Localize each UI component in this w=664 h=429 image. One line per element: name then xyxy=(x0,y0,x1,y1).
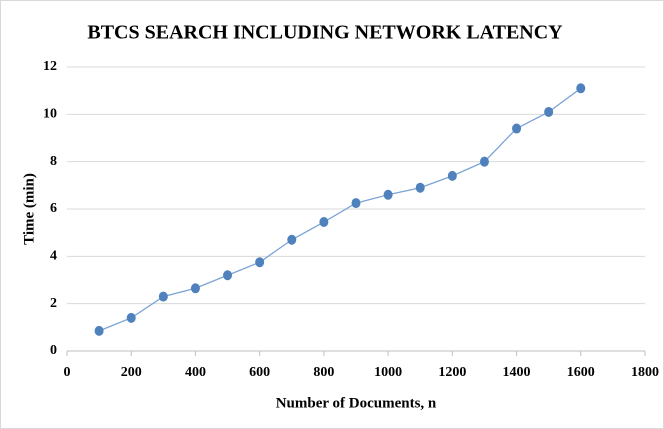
y-tick-label: 0 xyxy=(50,343,57,358)
y-tick-label: 6 xyxy=(50,201,57,216)
data-point xyxy=(223,270,233,281)
data-point xyxy=(544,106,554,117)
data-point xyxy=(383,189,393,200)
data-point xyxy=(576,83,586,94)
data-point xyxy=(94,325,104,336)
y-tick-label: 2 xyxy=(50,296,57,311)
y-tick-label: 12 xyxy=(43,59,57,74)
data-point xyxy=(479,156,489,167)
x-tick-label: 0 xyxy=(64,365,71,380)
y-axis-label: Time (min) xyxy=(21,173,37,245)
data-point xyxy=(319,217,329,228)
y-tick-label: 10 xyxy=(43,107,57,122)
x-tick-label: 1800 xyxy=(631,365,659,380)
x-tick-label: 1600 xyxy=(567,365,595,380)
data-point xyxy=(158,291,168,302)
x-tick-label: 1200 xyxy=(438,365,466,380)
x-tick-label: 200 xyxy=(121,365,142,380)
x-axis-label: Number of Documents, n xyxy=(276,395,437,411)
x-tick-label: 400 xyxy=(185,365,206,380)
data-point xyxy=(512,123,522,134)
y-tick-label: 4 xyxy=(50,249,57,264)
chart-title: BTCS SEARCH INCLUDING NETWORK LATENCY xyxy=(87,22,563,44)
x-tick-label: 600 xyxy=(249,365,270,380)
series-line xyxy=(98,87,582,332)
x-tick-label: 1000 xyxy=(374,365,402,380)
data-point xyxy=(126,312,136,323)
data-point xyxy=(287,234,297,245)
data-point xyxy=(190,283,200,294)
data-point xyxy=(415,182,425,193)
y-tick-label: 8 xyxy=(50,154,57,169)
data-point xyxy=(447,170,457,181)
x-tick-label: 800 xyxy=(313,365,334,380)
data-point xyxy=(255,257,265,268)
data-point xyxy=(351,198,361,209)
x-tick-label: 1400 xyxy=(503,365,531,380)
